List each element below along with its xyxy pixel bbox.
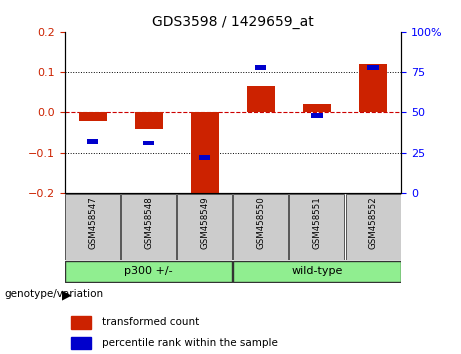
FancyBboxPatch shape (65, 194, 120, 259)
Text: GSM458547: GSM458547 (88, 196, 97, 249)
Bar (78, 113, 106, 121)
FancyBboxPatch shape (290, 194, 344, 259)
Text: GSM458548: GSM458548 (144, 196, 153, 249)
Bar (359, 64, 387, 113)
Bar (143, 141, 154, 145)
FancyBboxPatch shape (65, 261, 232, 282)
Text: GSM458549: GSM458549 (200, 196, 209, 249)
Text: p300 +/-: p300 +/- (124, 266, 173, 275)
Bar (71, 316, 91, 329)
Text: genotype/variation: genotype/variation (5, 289, 104, 299)
Title: GDS3598 / 1429659_at: GDS3598 / 1429659_at (152, 16, 313, 29)
Bar (135, 113, 163, 129)
Text: GSM458550: GSM458550 (256, 196, 266, 249)
Bar (71, 337, 91, 349)
Bar (199, 155, 210, 160)
Text: transformed count: transformed count (101, 317, 199, 327)
FancyBboxPatch shape (233, 261, 401, 282)
Text: wild-type: wild-type (291, 266, 343, 275)
Bar (191, 113, 219, 193)
Text: GSM458552: GSM458552 (368, 196, 378, 249)
FancyBboxPatch shape (346, 194, 401, 259)
Bar (303, 104, 331, 113)
Text: percentile rank within the sample: percentile rank within the sample (101, 338, 278, 348)
FancyBboxPatch shape (121, 194, 176, 259)
Bar (255, 65, 266, 70)
Bar (367, 65, 378, 70)
Text: ▶: ▶ (62, 289, 72, 302)
FancyBboxPatch shape (233, 194, 288, 259)
Text: GSM458551: GSM458551 (313, 196, 321, 249)
Bar (247, 86, 275, 113)
FancyBboxPatch shape (177, 194, 232, 259)
Bar (87, 139, 98, 144)
Bar (311, 113, 323, 118)
